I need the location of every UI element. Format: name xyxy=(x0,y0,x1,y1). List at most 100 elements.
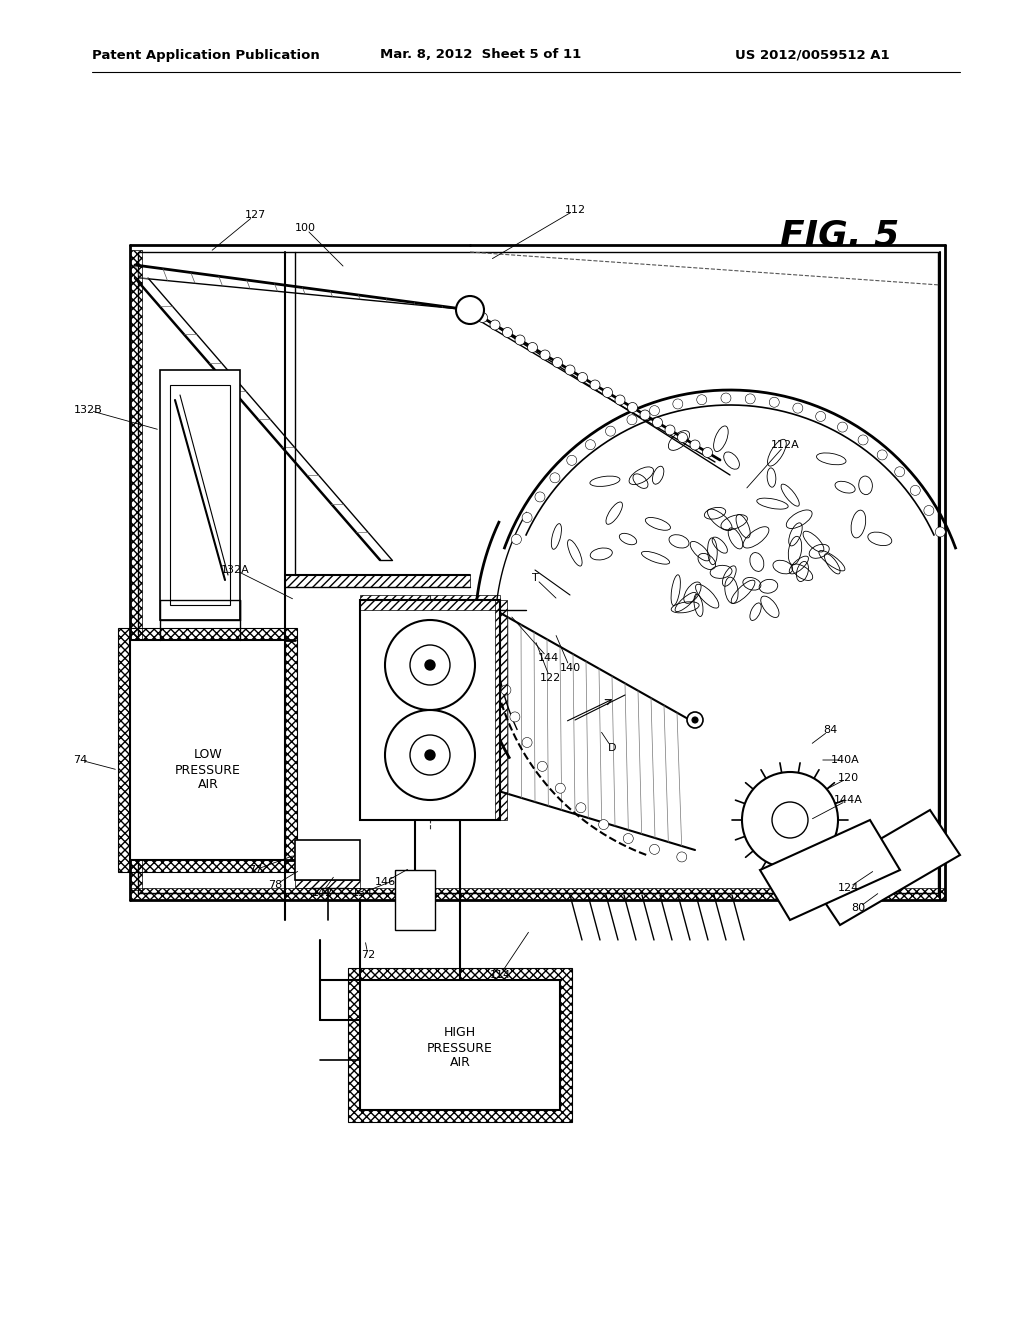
Bar xyxy=(130,249,142,890)
Polygon shape xyxy=(810,810,961,925)
Text: 127: 127 xyxy=(245,210,265,220)
Text: US 2012/0059512 A1: US 2012/0059512 A1 xyxy=(735,49,890,62)
Circle shape xyxy=(522,512,532,523)
Text: 132A: 132A xyxy=(220,565,250,576)
Circle shape xyxy=(566,455,577,466)
Circle shape xyxy=(721,393,731,403)
Circle shape xyxy=(477,313,487,322)
Text: T: T xyxy=(531,573,539,583)
Circle shape xyxy=(540,350,550,360)
Circle shape xyxy=(602,388,612,397)
Circle shape xyxy=(615,395,625,405)
Bar xyxy=(295,880,360,888)
Circle shape xyxy=(677,851,687,862)
Text: HIGH
PRESSURE
AIR: HIGH PRESSURE AIR xyxy=(427,1027,493,1069)
Circle shape xyxy=(410,645,450,685)
Circle shape xyxy=(527,342,538,352)
Text: D: D xyxy=(608,743,616,752)
Bar xyxy=(285,576,470,587)
Circle shape xyxy=(490,319,500,330)
Text: 77: 77 xyxy=(248,865,262,875)
Circle shape xyxy=(503,327,512,338)
Text: 146: 146 xyxy=(375,876,395,887)
Circle shape xyxy=(935,527,945,537)
Text: 122: 122 xyxy=(540,673,560,682)
Circle shape xyxy=(649,405,659,416)
Circle shape xyxy=(501,685,511,696)
Circle shape xyxy=(624,833,633,843)
Circle shape xyxy=(575,803,586,813)
Circle shape xyxy=(515,335,525,345)
Circle shape xyxy=(555,783,565,793)
Circle shape xyxy=(385,710,475,800)
Circle shape xyxy=(385,620,475,710)
Bar xyxy=(360,601,500,820)
Text: 140: 140 xyxy=(559,663,581,673)
Circle shape xyxy=(772,803,808,838)
Circle shape xyxy=(702,447,713,458)
Circle shape xyxy=(535,492,545,502)
Circle shape xyxy=(550,473,560,483)
Bar xyxy=(118,628,297,873)
Circle shape xyxy=(649,845,659,854)
Text: 144: 144 xyxy=(538,653,559,663)
Bar xyxy=(360,595,500,610)
Text: 140A: 140A xyxy=(830,755,859,766)
Text: 72: 72 xyxy=(360,950,375,960)
Circle shape xyxy=(924,506,934,516)
Text: 142: 142 xyxy=(311,888,333,898)
Circle shape xyxy=(590,380,600,389)
Bar xyxy=(295,840,360,880)
Circle shape xyxy=(816,412,825,421)
Bar xyxy=(348,968,572,1122)
Text: 74: 74 xyxy=(73,755,87,766)
Text: 112A: 112A xyxy=(771,440,800,450)
Circle shape xyxy=(687,711,703,729)
Text: LOW
PRESSURE
AIR: LOW PRESSURE AIR xyxy=(175,748,241,792)
Text: 132B: 132B xyxy=(74,405,102,414)
Text: FIG. 5: FIG. 5 xyxy=(780,218,900,252)
Circle shape xyxy=(586,440,595,450)
Circle shape xyxy=(895,467,904,477)
Text: 84: 84 xyxy=(823,725,838,735)
Circle shape xyxy=(696,395,707,405)
Circle shape xyxy=(553,358,562,367)
Circle shape xyxy=(742,772,838,869)
Text: 78: 78 xyxy=(268,880,283,890)
Text: 112: 112 xyxy=(564,205,586,215)
Circle shape xyxy=(425,660,435,671)
Text: 100: 100 xyxy=(295,223,315,234)
Circle shape xyxy=(538,762,547,771)
Circle shape xyxy=(910,486,921,495)
Circle shape xyxy=(678,433,687,442)
Circle shape xyxy=(456,296,484,323)
Text: Mar. 8, 2012  Sheet 5 of 11: Mar. 8, 2012 Sheet 5 of 11 xyxy=(380,49,582,62)
Polygon shape xyxy=(760,820,900,920)
Circle shape xyxy=(640,411,650,420)
Bar xyxy=(170,385,230,605)
Circle shape xyxy=(793,403,803,413)
Circle shape xyxy=(410,735,450,775)
Circle shape xyxy=(652,417,663,428)
Text: Patent Application Publication: Patent Application Publication xyxy=(92,49,319,62)
Text: 120: 120 xyxy=(838,774,858,783)
Circle shape xyxy=(605,426,615,436)
Circle shape xyxy=(673,399,683,409)
Text: 124: 124 xyxy=(838,883,859,894)
Circle shape xyxy=(510,711,520,722)
Bar xyxy=(495,601,507,820)
Bar xyxy=(360,979,560,1110)
Text: 144A: 144A xyxy=(834,795,862,805)
Circle shape xyxy=(690,440,700,450)
Circle shape xyxy=(465,305,475,315)
Text: 134: 134 xyxy=(351,888,373,898)
Text: 114: 114 xyxy=(489,970,511,979)
Circle shape xyxy=(769,397,779,408)
Circle shape xyxy=(578,372,588,383)
Circle shape xyxy=(745,393,756,404)
Circle shape xyxy=(665,425,675,436)
Circle shape xyxy=(511,535,521,544)
Bar xyxy=(395,870,435,931)
Circle shape xyxy=(838,422,848,432)
Circle shape xyxy=(522,738,532,747)
